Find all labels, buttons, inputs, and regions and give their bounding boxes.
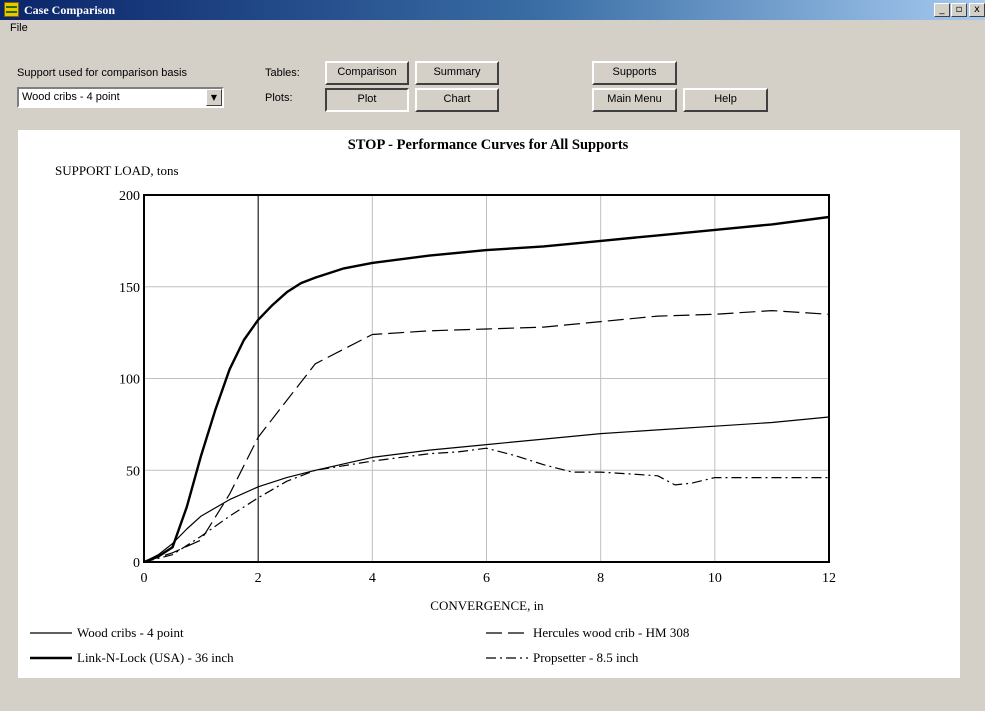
x-tick-label: 0: [141, 571, 148, 586]
x-tick-label: 6: [483, 571, 490, 586]
tables-label: Tables:: [265, 67, 300, 79]
support-basis-value: Wood cribs - 4 point: [22, 91, 120, 103]
minimize-button[interactable]: _: [934, 3, 950, 17]
title-bar: Case Comparison _ ▫ x: [0, 0, 985, 20]
x-tick-label: 12: [822, 571, 836, 586]
help-button[interactable]: Help: [683, 88, 768, 112]
y-tick-label: 50: [126, 464, 140, 479]
y-tick-label: 150: [119, 281, 140, 296]
legend: Wood cribs - 4 point Link-N-Lock (USA) - …: [30, 625, 689, 665]
plot-frame: [143, 194, 830, 563]
y-tick-label: 100: [119, 373, 140, 388]
summary-button[interactable]: Summary: [415, 61, 499, 85]
series-lines: [143, 215, 830, 564]
supports-button[interactable]: Supports: [592, 61, 677, 85]
main-menu-button[interactable]: Main Menu: [592, 88, 677, 112]
x-tick-label: 8: [597, 571, 604, 586]
performance-chart: 0 2 4 6 8 10 12 0 50 100 150 200 STOP - Performance…: [30, 137, 836, 665]
chart-title: STOP - Performance Curves for All Suppor…: [348, 137, 629, 153]
maximize-button[interactable]: ▫: [951, 3, 967, 17]
menu-file[interactable]: File: [10, 22, 28, 34]
plot-button[interactable]: Plot: [325, 88, 409, 112]
series-line-4: [143, 447, 829, 563]
y-axis-label: SUPPORT LOAD, tons: [55, 163, 179, 178]
chart-panel: 0 2 4 6 8 10 12 0 50 100 150 200 STOP - Performance…: [18, 130, 960, 678]
x-tick-label: 4: [369, 571, 376, 586]
x-tick-label: 10: [708, 571, 722, 586]
legend-label: Propsetter - 8.5 inch: [533, 650, 639, 665]
legend-label: Link-N-Lock (USA) - 36 inch: [77, 650, 234, 665]
close-button[interactable]: x: [969, 3, 985, 17]
series-line-3: [143, 310, 830, 563]
y-tick-label: 0: [133, 556, 140, 571]
support-basis-dropdown[interactable]: Wood cribs - 4 point ▼: [17, 87, 224, 108]
series-line-2: [143, 215, 830, 564]
chart-button[interactable]: Chart: [415, 88, 499, 112]
series-line-1: [143, 416, 830, 563]
comparison-button[interactable]: Comparison: [325, 61, 409, 85]
x-tick-label: 2: [255, 571, 262, 586]
legend-label: Wood cribs - 4 point: [77, 625, 184, 640]
chevron-down-icon[interactable]: ▼: [206, 89, 222, 106]
x-axis-label: CONVERGENCE, in: [430, 598, 544, 613]
menu-bar: File: [0, 20, 985, 38]
app-icon: [4, 2, 19, 17]
y-tick-label: 200: [119, 189, 140, 204]
tick-labels: 0 2 4 6 8 10 12 0 50 100 150 200: [119, 189, 836, 586]
window-title: Case Comparison: [24, 3, 116, 17]
legend-label: Hercules wood crib - HM 308: [533, 625, 689, 640]
support-basis-label: Support used for comparison basis: [17, 67, 187, 79]
plots-label: Plots:: [265, 92, 293, 104]
